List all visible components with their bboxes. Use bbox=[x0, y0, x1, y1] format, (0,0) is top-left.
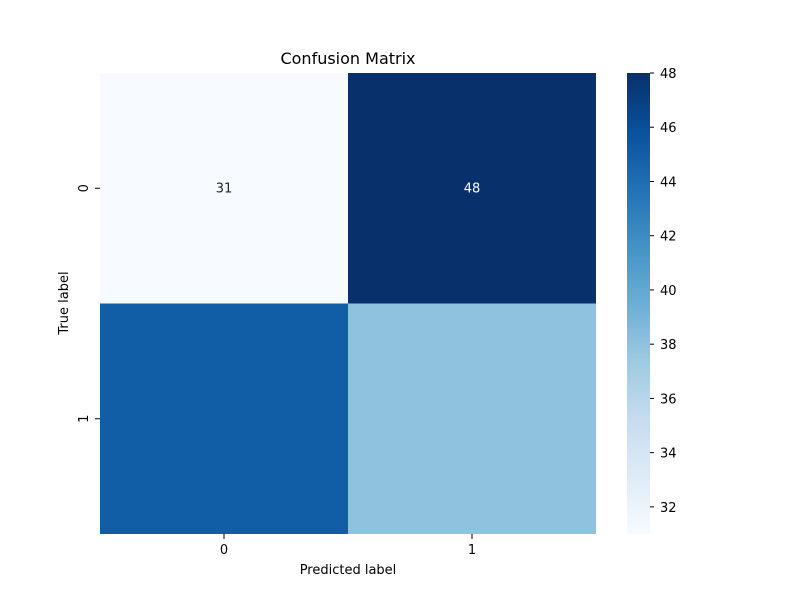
y-tick-label: 1 bbox=[77, 415, 92, 423]
y-axis-label: True label bbox=[57, 271, 72, 335]
heatmap-cell bbox=[348, 73, 596, 304]
colorbar-tick-label: 40 bbox=[660, 284, 677, 299]
heatmap-cell bbox=[100, 303, 348, 534]
heatmap-cell bbox=[348, 303, 596, 534]
colorbar bbox=[627, 73, 650, 534]
chart-title: Confusion Matrix bbox=[280, 49, 415, 68]
colorbar-tick-label: 36 bbox=[660, 392, 677, 407]
colorbar-tick-label: 48 bbox=[660, 67, 677, 82]
x-tick-label: 1 bbox=[468, 543, 476, 558]
colorbar-tick-label: 38 bbox=[660, 338, 677, 353]
y-tick-label: 0 bbox=[77, 184, 92, 192]
colorbar-tick-label: 42 bbox=[660, 230, 677, 245]
x-tick-label: 0 bbox=[220, 543, 228, 558]
heatmap-cell-label: 31 bbox=[216, 181, 233, 196]
heatmap-cell-label: 48 bbox=[464, 181, 481, 196]
colorbar-tick-label: 34 bbox=[660, 447, 677, 462]
heatmap-cell-labels: 31 48 bbox=[216, 181, 481, 196]
heatmap-cells bbox=[100, 73, 596, 534]
colorbar-tick-label: 44 bbox=[660, 175, 677, 190]
colorbar-ticks: 32 34 36 38 40 42 44 46 48 bbox=[650, 67, 677, 516]
colorbar-tick-label: 46 bbox=[660, 121, 677, 136]
colorbar-tick-label: 32 bbox=[660, 501, 677, 516]
heatmap-cell bbox=[100, 73, 348, 304]
y-axis-ticks: 01 bbox=[77, 184, 100, 423]
x-axis-label: Predicted label bbox=[300, 563, 397, 578]
